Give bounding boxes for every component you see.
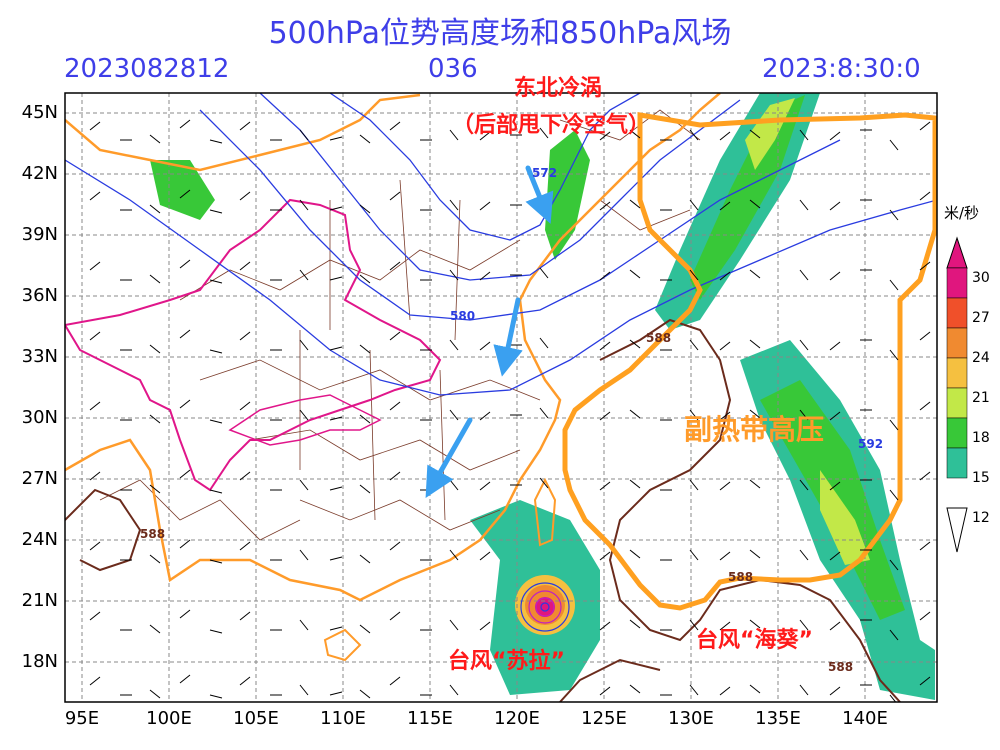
lon-label-115e: 115E [407, 708, 453, 729]
lat-label-30n: 30N [21, 407, 58, 428]
colorbar-label-18: 18 [972, 430, 990, 446]
contour-580 [199, 109, 841, 321]
contour-588-east [599, 318, 901, 702]
lon-label-110e: 110E [320, 708, 366, 729]
coastline-border [65, 93, 721, 602]
lat-label-45n: 45N [21, 102, 58, 123]
contour-588-west [65, 488, 142, 572]
lat-label-24n: 24N [21, 529, 58, 550]
colorbar-label-27: 27 [972, 310, 990, 326]
colorbar-label-15: 15 [972, 470, 990, 486]
init-time-label: 2023082812 [64, 54, 230, 84]
hainan-island [323, 628, 362, 662]
colorbar-bin-18 [946, 387, 968, 419]
plateau-inner-boundary [228, 394, 382, 446]
wind-barbs [89, 119, 931, 702]
typhoon-saola-eye [535, 597, 555, 617]
jet-inner-northeast [690, 95, 805, 300]
lon-label-140e: 140E [842, 708, 888, 729]
colorbar-bottom-cap [946, 507, 968, 553]
contour-588-south [559, 658, 661, 702]
colorbar-bin-27 [946, 297, 968, 329]
lat-label-27n: 27N [21, 468, 58, 489]
taiwan-island [533, 477, 557, 547]
annotation-subtropical-high: 副热带高压 [684, 413, 825, 446]
lon-label-95e: 95E [64, 708, 100, 729]
colorbar-bin-30 [946, 267, 968, 299]
colorbar-unit: 米/秒 [944, 204, 980, 222]
lon-label-125e: 125E [581, 708, 627, 729]
jet-north-china [545, 130, 590, 260]
valid-time-label: 2023:8:30:0 [762, 54, 921, 84]
annotation-typhoon-saola: 台风“苏拉” [448, 649, 565, 674]
colorbar-label-12: 12 [972, 510, 990, 526]
contour-576 [259, 93, 741, 281]
colorbar-label-24: 24 [972, 350, 990, 366]
lat-lon-grid [65, 93, 937, 702]
lon-label-135e: 135E [755, 708, 801, 729]
contour-label-592: 592 [858, 437, 884, 451]
lon-label-120e: 120E [494, 708, 540, 729]
cold-air-arrow-1 [525, 165, 554, 224]
chart-title: 500hPa位势高度场和850hPa风场 [268, 16, 732, 51]
height-contours [65, 93, 937, 396]
cold-air-arrow-3 [425, 417, 473, 499]
lat-label-33n: 33N [21, 346, 58, 367]
jet-max-northeast [745, 98, 795, 170]
forecast-hour-label: 036 [428, 54, 478, 84]
annotation-northeast-vortex: 东北冷涡 [514, 76, 603, 101]
contour-label-588-southeast: 588 [828, 660, 854, 674]
cold-air-arrow-2 [493, 297, 523, 377]
contour-label-580: 580 [450, 309, 476, 323]
annotation-cold-air: （后部甩下冷空气） [452, 113, 651, 138]
plateau-boundary [65, 198, 442, 492]
colorbar-label-30: 30 [972, 270, 990, 286]
colorbar-bin-21 [946, 357, 968, 389]
northern-border [65, 93, 421, 172]
lon-label-100e: 100E [146, 708, 192, 729]
wind-speed-shading [150, 93, 935, 700]
lat-label-39n: 39N [21, 224, 58, 245]
contour-label-588-west: 588 [140, 527, 166, 541]
cold-air-arrows [425, 165, 554, 499]
contour-label-572: 572 [532, 166, 558, 180]
contour-label-588-east: 588 [646, 331, 672, 345]
contour-584 [65, 159, 937, 396]
contours-588 [65, 318, 901, 702]
colorbar-bin-15 [946, 417, 968, 449]
colorbar-label-21: 21 [972, 390, 990, 406]
annotation-typhoon-haikui: 台风“海葵” [696, 628, 813, 653]
colorbar [946, 236, 968, 553]
map-frame [64, 92, 938, 703]
subtropical-high-outline [562, 112, 937, 611]
lon-label-130e: 130E [668, 708, 714, 729]
jet-northwest [150, 160, 215, 220]
lon-label-105e: 105E [233, 708, 279, 729]
lat-label-18n: 18N [21, 651, 58, 672]
lat-label-36n: 36N [21, 285, 58, 306]
colorbar-bin-24 [946, 327, 968, 359]
contour-label-588-mid: 588 [728, 570, 754, 584]
typhoon-saola-contours [520, 582, 570, 632]
lat-label-42n: 42N [21, 163, 58, 184]
jet-east-max [820, 470, 870, 565]
colorbar-bin-12 [946, 447, 968, 479]
lat-label-21n: 21N [21, 590, 58, 611]
colorbar-top-cap [946, 236, 968, 269]
contour-572 [329, 93, 641, 241]
